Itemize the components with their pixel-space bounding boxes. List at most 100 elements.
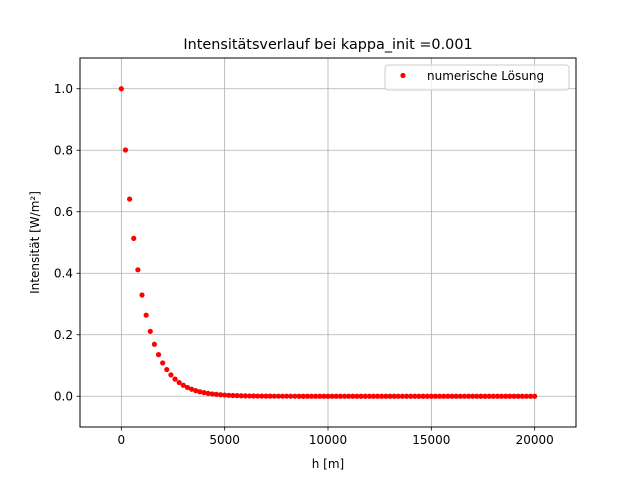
x-tick-label: 10000	[309, 433, 347, 447]
data-point	[354, 393, 360, 399]
data-point	[151, 341, 157, 347]
data-point	[300, 393, 306, 399]
data-point	[172, 376, 178, 382]
data-point	[226, 392, 232, 398]
data-point	[288, 393, 294, 399]
data-point	[267, 393, 273, 399]
x-tick-label: 20000	[516, 433, 554, 447]
data-point	[333, 393, 339, 399]
data-point	[362, 393, 368, 399]
data-point	[160, 360, 166, 366]
data-point	[408, 393, 414, 399]
data-point	[176, 379, 182, 386]
data-point	[255, 393, 261, 399]
y-tick-label: 0.6	[54, 205, 73, 219]
y-tick-label: 0.8	[54, 144, 73, 158]
data-point	[217, 392, 224, 398]
data-point	[494, 393, 501, 399]
data-point	[486, 393, 492, 399]
data-point	[271, 393, 277, 399]
legend-marker	[400, 72, 406, 79]
data-point	[168, 372, 174, 378]
data-point	[379, 393, 385, 399]
data-point	[263, 393, 269, 399]
data-point	[482, 393, 488, 399]
y-axis-label: Intensität [W/m²]	[28, 191, 42, 294]
data-point	[391, 393, 397, 399]
data-point	[341, 393, 348, 399]
data-point	[184, 384, 191, 391]
data-point	[234, 393, 240, 399]
data-point	[317, 393, 323, 399]
data-point	[164, 366, 170, 373]
data-point	[387, 393, 393, 399]
x-tick-label: 15000	[412, 433, 450, 447]
data-point	[424, 393, 430, 399]
data-point	[329, 393, 335, 399]
data-point	[193, 388, 199, 394]
data-point	[205, 390, 211, 396]
data-point	[523, 393, 530, 399]
data-point	[337, 393, 343, 399]
legend: numerische Lösung	[384, 64, 570, 91]
data-point	[209, 391, 215, 397]
y-tick-label: 0.0	[54, 390, 73, 404]
data-point	[490, 393, 496, 399]
data-point	[118, 86, 124, 92]
data-point	[325, 393, 331, 399]
data-point	[350, 393, 356, 399]
x-axis-ticks: 0 5000 10000 15000 20000	[118, 427, 554, 447]
data-point	[296, 393, 302, 399]
data-point	[412, 393, 418, 399]
data-point	[230, 392, 236, 399]
data-point	[246, 393, 253, 399]
y-tick-label: 0.2	[54, 328, 73, 342]
data-point	[527, 393, 534, 399]
data-point	[358, 393, 364, 399]
data-point	[242, 393, 248, 399]
data-point	[139, 292, 145, 298]
data-point	[461, 393, 467, 399]
y-tick-label: 1.0	[54, 82, 73, 96]
legend-box	[384, 64, 570, 91]
data-point	[416, 393, 422, 399]
data-point	[284, 393, 290, 399]
data-point	[275, 393, 281, 399]
data-point	[499, 393, 505, 399]
data-point	[403, 393, 410, 399]
data-point	[127, 196, 133, 202]
data-point	[222, 392, 228, 398]
data-point	[147, 328, 153, 334]
data-point	[131, 235, 137, 241]
data-point	[383, 393, 389, 399]
data-point	[399, 393, 405, 399]
data-point	[470, 393, 476, 399]
data-points	[118, 86, 538, 399]
x-tick-label: 5000	[209, 433, 240, 447]
y-axis-ticks: 0.0 0.2 0.4 0.6 0.8 1.0	[54, 82, 80, 404]
data-point	[366, 393, 372, 399]
chart-title: Intensitätsverlauf bei kappa_init =0.001	[183, 37, 472, 53]
data-point	[457, 393, 463, 399]
data-point	[532, 393, 538, 399]
data-point	[292, 393, 298, 399]
data-point	[395, 393, 401, 399]
data-point	[238, 393, 244, 399]
data-point	[519, 393, 525, 399]
data-point	[201, 390, 207, 396]
legend-label: numerische Lösung	[427, 69, 544, 83]
data-point	[507, 393, 513, 399]
data-point	[313, 393, 319, 399]
data-point	[445, 393, 451, 399]
data-point	[437, 393, 443, 399]
x-tick-label: 0	[118, 433, 126, 447]
data-point	[189, 386, 195, 392]
data-point	[308, 393, 315, 399]
data-point	[420, 393, 426, 399]
data-point	[143, 312, 149, 318]
data-point	[453, 393, 459, 399]
data-point	[370, 393, 377, 399]
data-point	[321, 393, 327, 399]
data-point	[251, 393, 257, 399]
